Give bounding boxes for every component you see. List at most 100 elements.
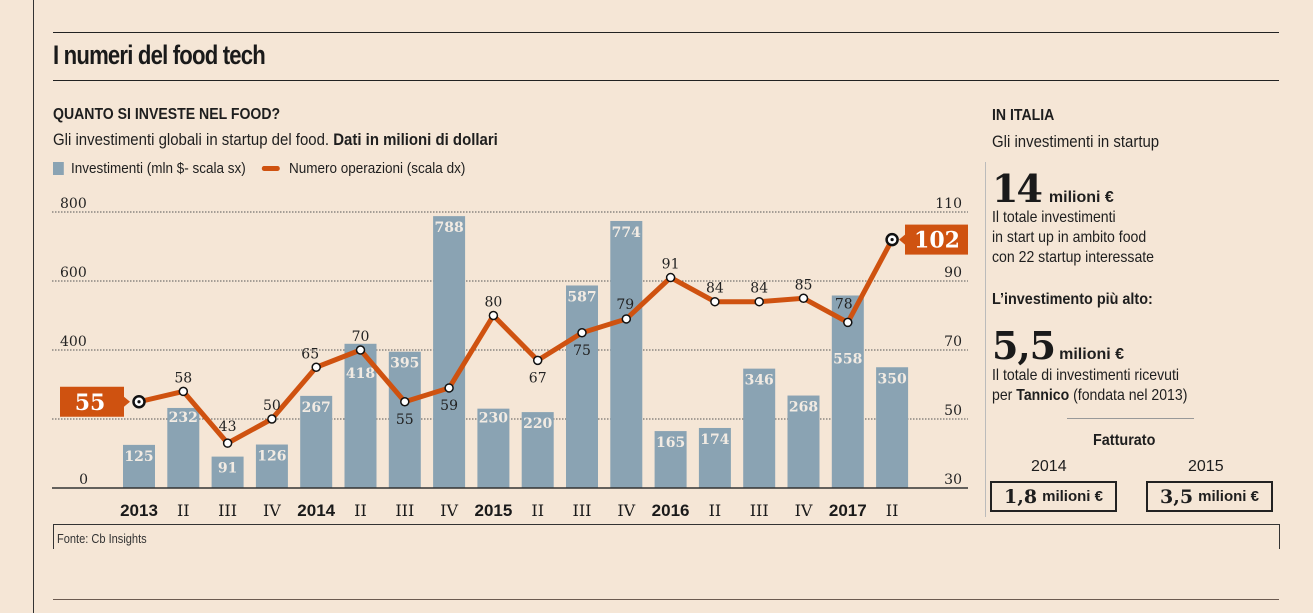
x-axis-category-label: II [531,501,544,520]
line-value-label: 65 [301,346,319,362]
line-endpoint-dot [890,238,894,242]
left-axis-tick-label: 800 [60,196,87,212]
line-value-label: 59 [440,398,458,414]
highest-investment-text: Il totale di investimenti ricevuti per T… [992,366,1187,406]
highest-text-line: per Tannico (fondata nel 2013) [992,386,1187,406]
line-point-marker [311,362,321,372]
chart-legend: Investimenti (mln $- scala sx) Numero op… [53,160,465,177]
bar-value-label: 220 [523,416,552,432]
line-value-label: 91 [662,257,680,273]
line-point-marker [532,355,543,366]
x-axis-category-label: III [218,501,237,520]
x-axis-category-label: II [354,501,367,520]
total-investment-text: Il totale investimenti in start up in am… [992,208,1154,268]
last-value-callout-label: 102 [914,228,960,254]
bar [654,431,687,488]
bar-value-label: 165 [656,435,685,451]
right-axis-tick-label: 30 [944,472,962,488]
bar [787,395,820,488]
revenue-year-2014: 2014 [1031,458,1067,475]
left-axis-tick-label: 400 [60,334,87,350]
line-point-marker [178,386,189,397]
last-value-callout-pointer [899,234,905,245]
title-rule [53,80,1279,81]
bar [167,407,200,488]
x-axis-category-label: IV [617,501,635,520]
bar [477,408,510,488]
revenue-label: Fatturato [1093,432,1156,449]
company-name: Tannico [1016,387,1070,404]
bar [433,216,466,488]
bar [610,220,643,488]
bar-value-label: 587 [567,289,596,305]
line-point-marker [577,328,587,338]
line-point-marker [444,383,454,393]
page-title: I numeri del food tech [53,40,266,70]
line-point-marker [400,397,410,407]
line-value-label: 50 [263,398,281,414]
first-value-callout-pointer [124,396,130,407]
x-axis-category-label: III [750,501,769,520]
bar [344,343,377,488]
line-value-label: 70 [352,329,370,345]
line-value-label: 85 [795,277,813,293]
line-point-marker [222,438,233,448]
bar-value-label: 268 [789,400,818,416]
highest-investment: 5,5 milioni € [992,323,1124,368]
bar [698,427,731,488]
right-axis-tick-label: 110 [935,196,962,212]
bottom-rule [53,599,1279,600]
line-point-marker [665,272,676,283]
legend-line-swatch [261,166,280,171]
operations-line [138,238,895,447]
x-axis-category-label: IV [795,501,813,520]
side-divider-line [985,162,986,517]
right-axis-tick-label: 90 [944,265,962,281]
legend-line-label: Numero operazioni (scala dx) [288,160,466,177]
bar [566,285,598,488]
legend-bar-swatch [53,162,64,175]
bar-value-label: 558 [833,351,862,367]
line-value-label: 43 [219,419,237,435]
bar-value-label: 125 [124,449,153,465]
right-axis-tick-label: 50 [944,403,962,419]
bar [255,444,288,488]
x-axis-category-label: 2015 [474,501,512,520]
bar [876,367,909,488]
highest-text-pre: per [992,387,1017,404]
revenue-divider [1067,418,1194,419]
bar [743,368,776,488]
x-axis-category-label: II [177,501,190,520]
chart-description-text: Gli investimenti globali in startup del … [53,130,330,149]
bar [521,412,554,488]
bar-value-label: 230 [479,411,508,427]
revenue-unit: milioni € [1042,488,1103,505]
x-axis-category-label: IV [440,501,458,520]
bar [123,444,155,488]
legend-bar-label: Investimenti (mln $- scala sx) [71,160,246,177]
line-value-label: 84 [706,281,724,297]
line-value-label: 75 [573,343,591,359]
line-point-marker [267,414,277,424]
bar [831,295,864,488]
total-text-line: in start up in ambito food [992,229,1147,246]
highest-text-line: Il totale di investimenti ricevuti [992,367,1180,384]
last-value-callout [905,224,968,255]
line-point-marker [488,310,499,321]
line-value-label: 80 [484,295,502,311]
side-subheading: Gli investimenti in startup [992,132,1160,151]
x-axis-category-label: 2017 [829,501,867,520]
side-heading: IN ITALIA [992,107,1055,124]
bar [300,395,333,488]
bar [211,456,244,488]
right-axis-tick-label: 70 [944,334,962,350]
highest-investment-value: 5,5 [992,323,1056,368]
highest-text-post: (fondata nel 2013) [1069,387,1188,404]
x-axis-category-label: III [395,501,414,520]
bar-value-label: 232 [169,410,198,426]
line-value-label: 67 [529,370,547,386]
line-value-label: 55 [396,412,414,428]
line-point-marker [621,314,632,324]
source-note: Fonte: Cb Insights [57,531,147,546]
